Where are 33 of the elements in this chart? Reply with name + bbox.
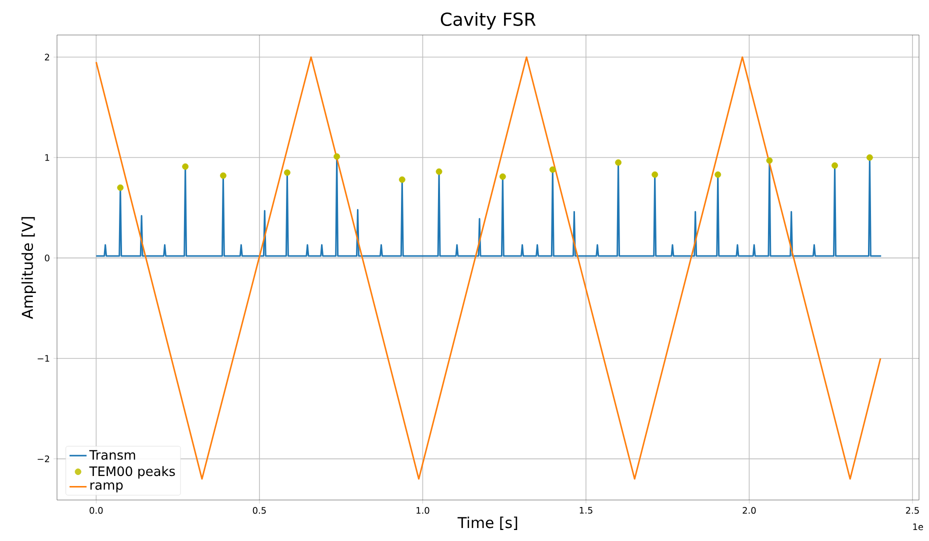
y-tick-label: −1 [38,355,50,362]
point [766,157,773,164]
x-tick-label: 0.0 [90,507,103,514]
point [866,154,873,161]
point [832,162,838,169]
x-tick-label: 0.5 [252,507,266,514]
y-tick-label: −2 [38,455,50,462]
point [714,171,722,178]
y-tick-label: 1 [45,154,50,161]
x-tick-label: 1.0 [416,507,430,514]
point [182,163,189,170]
point [220,172,226,179]
legend-label: ramp [90,482,123,492]
legend-label: TEM00 peaks [89,466,175,479]
text: 1e [913,524,924,530]
x-tick-label: 2.5 [906,507,919,514]
point [334,153,340,160]
point [652,171,658,178]
y-tick-label: 2 [44,54,50,60]
point [117,184,124,191]
x-tick-label: 1.5 [580,507,592,514]
y-axis-title: Amplitude [V] [21,217,36,319]
x-tick-label: 2.0 [742,507,756,514]
legend-label: Transm [89,450,136,460]
point [436,168,442,175]
point [284,169,290,176]
chart-title: Cavity FSR [440,12,536,30]
point [398,176,406,183]
x-axis-title: Time [s] [458,516,518,530]
point [615,159,622,166]
point [500,173,506,180]
point [549,166,556,173]
y-tick-label: 0 [44,254,50,262]
